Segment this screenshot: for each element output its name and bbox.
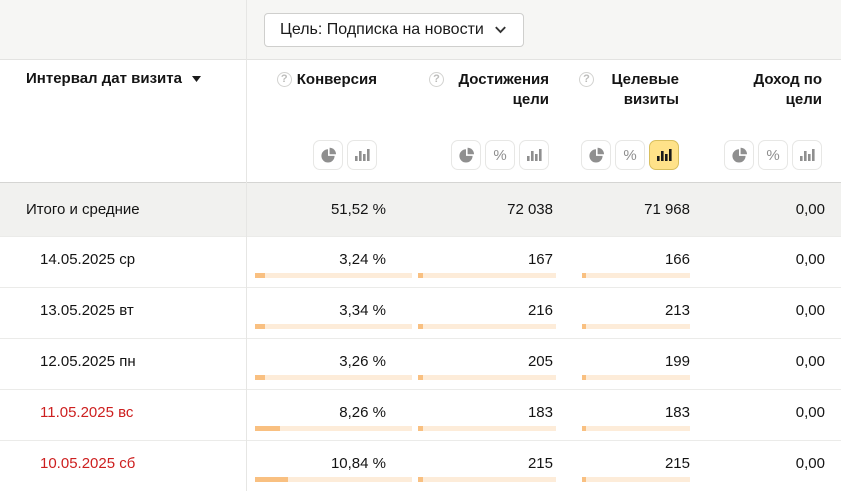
goal-visits-bar	[582, 273, 690, 278]
toolbar: Цель: Подписка на новости	[0, 0, 841, 60]
goal-visits-value: 199	[664, 353, 690, 370]
column-header-goal-visits: ? Целевые визиты %	[556, 60, 692, 182]
bar-chart-toggle-button[interactable]	[792, 140, 822, 170]
totals-goal-reaches-value: 72 038	[507, 201, 553, 218]
totals-conversion-value: 51,52 %	[330, 201, 386, 218]
date-cell: 10.05.2025 сб	[40, 455, 136, 472]
table-row-weekend: 10.05.2025 сб 10,84 % 215 215 0,00	[0, 440, 841, 491]
pie-chart-toggle-button[interactable]	[313, 140, 343, 170]
conversion-bar	[255, 324, 412, 329]
help-icon[interactable]: ?	[276, 72, 292, 87]
pie-chart-icon	[320, 147, 336, 162]
goal-visits-value: 213	[664, 302, 690, 319]
goal-revenue-value: 0,00	[795, 251, 825, 268]
percent-icon: %	[493, 146, 507, 164]
chevron-down-icon	[493, 22, 508, 37]
column-header-conversion: ? Конверсия	[247, 60, 412, 182]
goal-visits-bar	[582, 324, 690, 329]
goal-reaches-value: 215	[527, 455, 553, 472]
date-cell: 14.05.2025 ср	[40, 251, 136, 268]
pie-chart-icon	[588, 147, 604, 162]
bar-chart-toggle-button[interactable]	[347, 140, 377, 170]
goal-revenue-value: 0,00	[795, 353, 825, 370]
goal-revenue-value: 0,00	[795, 404, 825, 421]
help-icon[interactable]: ?	[429, 72, 444, 87]
goal-visits-bar	[582, 375, 690, 380]
bar-chart-icon	[355, 149, 370, 161]
conversion-bar	[255, 375, 412, 380]
goal-revenue-value: 0,00	[795, 455, 825, 472]
column-header-label: Конверсия	[296, 71, 377, 88]
date-cell: 12.05.2025 пн	[40, 353, 136, 370]
conversion-value: 10,84 %	[330, 455, 386, 472]
conversion-bar	[255, 477, 412, 482]
date-cell: 11.05.2025 вс	[40, 404, 134, 421]
percent-icon: %	[623, 146, 637, 164]
goal-reaches-bar	[418, 375, 556, 380]
conversion-value: 3,24 %	[339, 251, 386, 268]
conversion-bar	[255, 273, 412, 278]
date-cell: 13.05.2025 вт	[40, 302, 134, 319]
bar-chart-icon	[527, 149, 542, 161]
goal-reaches-bar	[418, 426, 556, 431]
goal-reaches-bar	[418, 273, 556, 278]
help-icon[interactable]: ?	[579, 72, 594, 87]
percent-toggle-button[interactable]: %	[485, 140, 515, 170]
goal-visits-bar	[582, 477, 690, 482]
pie-chart-icon	[458, 147, 474, 162]
goal-visits-bar	[582, 426, 690, 431]
goal-selector-dropdown[interactable]: Цель: Подписка на новости	[264, 12, 524, 47]
column-header-goal-reaches: ? Достижения цели %	[412, 60, 556, 182]
goal-reaches-value: 205	[527, 353, 553, 370]
bar-chart-toggle-button[interactable]	[519, 140, 549, 170]
bar-chart-icon	[800, 149, 815, 161]
goal-selector-label: Цель: Подписка на новости	[280, 20, 484, 38]
totals-goal-visits-value: 71 968	[644, 201, 690, 218]
view-toggle-group: %	[581, 140, 679, 170]
goal-reaches-bar	[418, 477, 556, 482]
pie-chart-toggle-button[interactable]	[451, 140, 481, 170]
table-header: Интервал дат визита ? Конверсия ?	[0, 60, 841, 182]
totals-label: Итого и средние	[26, 201, 140, 218]
view-toggle-group: %	[451, 140, 549, 170]
view-toggle-group: %	[724, 140, 822, 170]
conversion-value: 3,26 %	[339, 353, 386, 370]
goal-reaches-value: 183	[527, 404, 553, 421]
totals-goal-revenue-value: 0,00	[795, 201, 825, 218]
date-column-header-label: Интервал дат визита	[26, 70, 182, 87]
bar-chart-toggle-button-active[interactable]	[649, 140, 679, 170]
pie-chart-icon	[731, 147, 747, 162]
goal-reaches-value: 167	[527, 251, 553, 268]
column-header-label: Целевые визиты	[611, 71, 679, 108]
view-toggle-group	[313, 140, 377, 170]
conversion-value: 3,34 %	[339, 302, 386, 319]
goal-reaches-bar	[418, 324, 556, 329]
table-row: 14.05.2025 ср 3,24 % 167 166 0,00	[0, 236, 841, 287]
column-header-label: Достижения цели	[458, 71, 549, 108]
conversion-bar	[255, 426, 412, 431]
percent-toggle-button[interactable]: %	[615, 140, 645, 170]
goal-visits-value: 215	[664, 455, 690, 472]
goal-visits-value: 166	[664, 251, 690, 268]
goal-visits-value: 183	[664, 404, 690, 421]
table-row-weekend: 11.05.2025 вс 8,26 % 183 183 0,00	[0, 389, 841, 440]
bar-chart-icon	[657, 149, 672, 161]
column-header-label: Доход по цели	[753, 71, 822, 108]
pie-chart-toggle-button[interactable]	[581, 140, 611, 170]
totals-row: Итого и средние 51,52 % 72 038 71 968 0,…	[0, 182, 841, 236]
conversion-value: 8,26 %	[339, 404, 386, 421]
table-row: 13.05.2025 вт 3,34 % 216 213 0,00	[0, 287, 841, 338]
percent-icon: %	[766, 146, 780, 164]
date-column-header[interactable]: Интервал дат визита	[0, 60, 247, 182]
table-row: 12.05.2025 пн 3,26 % 205 199 0,00	[0, 338, 841, 389]
goal-revenue-value: 0,00	[795, 302, 825, 319]
sort-desc-triangle-icon	[191, 76, 201, 82]
percent-toggle-button[interactable]: %	[758, 140, 788, 170]
column-divider	[246, 0, 247, 491]
goal-reaches-value: 216	[527, 302, 553, 319]
column-header-goal-revenue: Доход по цели %	[692, 60, 841, 182]
pie-chart-toggle-button[interactable]	[724, 140, 754, 170]
